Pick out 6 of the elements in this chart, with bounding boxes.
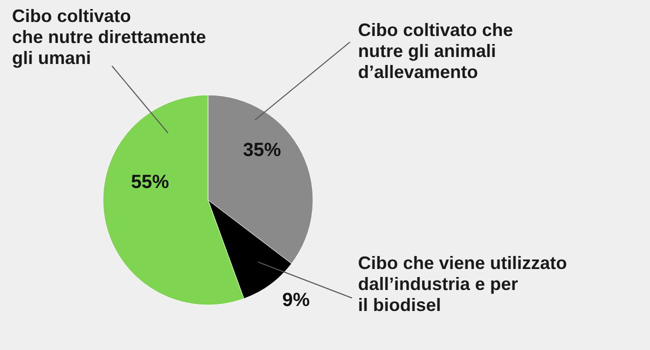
slice-label: Cibo che viene utilizzato dall’industria e per il biodisel [358, 253, 568, 315]
slice-label: Cibo coltivato che nutre direttamente gli umani [12, 6, 206, 68]
data-label: 9% [282, 290, 310, 311]
slice-label: Cibo coltivato che nutre gli animali d’allevamento [358, 20, 514, 82]
data-label: 55% [130, 172, 170, 193]
data-label: 35% [242, 140, 282, 161]
